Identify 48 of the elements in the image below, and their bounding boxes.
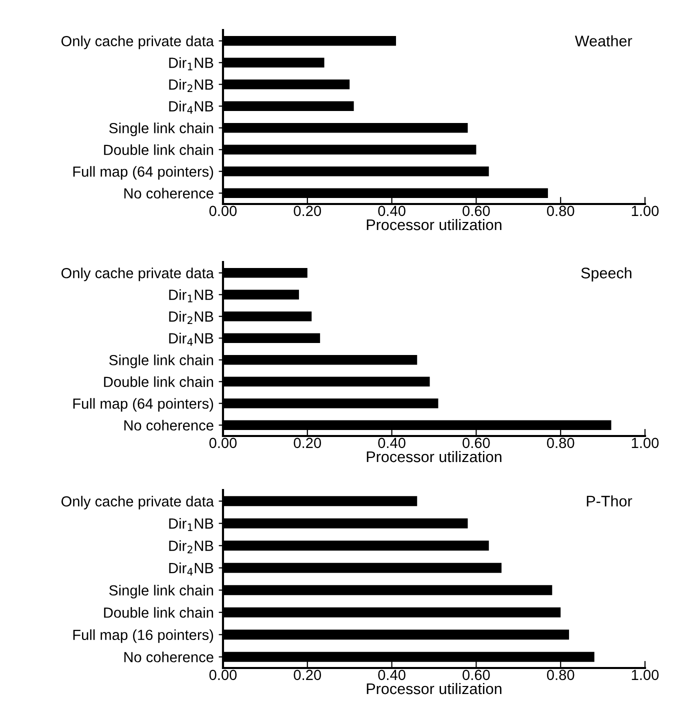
y-tick-label: Dir$_{4}$NB — [169, 100, 214, 114]
x-axis-title: Processor utilization — [366, 450, 502, 462]
chart-title: Weather — [574, 35, 632, 46]
x-tick-label: 0.60 — [462, 670, 490, 680]
chart-title: Speech — [581, 267, 632, 282]
y-tick-label: Single link chain — [109, 354, 214, 368]
y-tick-label: Single link chain — [109, 584, 214, 598]
y-tick-label: Double link chain — [104, 144, 214, 156]
y-tick-label: Dir$_{1}$NB — [169, 518, 214, 531]
x-tick-label: 0.20 — [294, 438, 322, 448]
y-tick-label: Double link chain — [104, 607, 214, 618]
y-tick-label: No coherence — [124, 188, 214, 199]
x-tick-label: 0.40 — [378, 670, 406, 680]
y-tick-label: Double link chain — [104, 376, 214, 388]
x-tick-label: 0.20 — [294, 670, 322, 680]
y-tick-label: Only cache private data — [61, 268, 214, 282]
x-tick-label: 1.00 — [632, 438, 659, 448]
x-axis-title: Processor utilization — [366, 682, 502, 694]
y-tick-label: Dir$_{4}$NB — [169, 562, 214, 576]
y-tick-label: Full map (64 pointers) — [73, 166, 214, 180]
y-tick-label: Dir$_{4}$NB — [169, 332, 214, 346]
x-tick-label: 0.00 — [209, 438, 237, 448]
y-tick-label: Only cache private data — [61, 36, 214, 50]
x-tick-label: 0.80 — [546, 670, 574, 680]
y-tick-label: Dir$_{2}$NB — [169, 79, 214, 92]
y-tick-label: Dir$_{1}$NB — [169, 289, 214, 302]
x-tick-label: 0.40 — [378, 206, 406, 216]
x-tick-label: 0.20 — [294, 206, 322, 216]
y-tick-label: Dir$_{2}$NB — [169, 540, 214, 554]
x-tick-label: 1.00 — [632, 206, 659, 216]
x-tick-label: 0.00 — [209, 206, 237, 216]
x-tick-label: 0.40 — [378, 438, 406, 448]
y-tick-label: Full map (64 pointers) — [73, 398, 214, 412]
y-tick-label: No coherence — [124, 652, 214, 662]
y-tick-label: No coherence — [124, 420, 214, 431]
y-tick-label: Single link chain — [109, 122, 214, 136]
y-tick-label: Full map (16 pointers) — [73, 629, 214, 643]
x-tick-label: 0.00 — [209, 670, 237, 680]
x-tick-label: 0.80 — [546, 206, 574, 216]
x-tick-label: 0.60 — [462, 206, 490, 216]
x-tick-label: 0.60 — [462, 438, 490, 448]
y-tick-label: Dir$_{1}$NB — [169, 57, 214, 70]
y-tick-label: Dir$_{2}$NB — [169, 311, 214, 324]
x-tick-label: 0.80 — [546, 438, 574, 448]
x-tick-label: 1.00 — [632, 670, 659, 680]
x-axis-title: Processor utilization — [366, 218, 502, 230]
chart-title: P-Thor — [586, 495, 632, 507]
y-tick-label: Only cache private data — [61, 496, 214, 510]
